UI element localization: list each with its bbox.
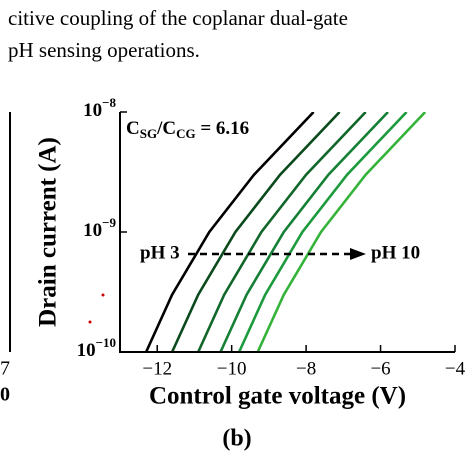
axis-frame <box>119 112 455 353</box>
x-tick-label: −4 <box>445 358 466 379</box>
y-tick-label: 10−10 <box>77 335 116 361</box>
curve <box>197 112 367 352</box>
y-tick-label: 10−8 <box>83 95 116 121</box>
caption-line: pH sensing operations. <box>8 38 200 62</box>
x-tick-label: −10 <box>217 358 247 379</box>
dot <box>88 320 92 324</box>
arrow-head <box>350 248 366 260</box>
annotation: pH 3 <box>140 242 180 263</box>
left-tick-label: 0 <box>0 384 10 406</box>
ratio-text: C <box>126 118 140 139</box>
y-tick-exponent: −10 <box>96 335 116 350</box>
curve <box>256 112 427 352</box>
y-tick-exponent: −9 <box>102 215 116 230</box>
x-tick-label: −12 <box>142 358 172 379</box>
curve <box>237 112 408 352</box>
dot <box>101 293 105 297</box>
ratio-subscript: SG <box>140 126 157 141</box>
y-tick-label: 10−9 <box>83 215 116 241</box>
curve <box>144 112 315 352</box>
ratio-subscript: CG <box>176 126 196 141</box>
panel-label: (b) <box>222 426 251 452</box>
y-tick-base: 10 <box>83 220 102 241</box>
y-tick-base: 10 <box>77 340 96 361</box>
caption-line: citive coupling of the coplanar dual-gat… <box>8 6 348 30</box>
ratio-text: = 6.16 <box>196 118 250 139</box>
x-tick-label: −8 <box>296 358 316 379</box>
curve <box>219 112 389 352</box>
y-tick-base: 10 <box>83 100 102 121</box>
ratio-label: CSG/CCG = 6.16 <box>126 118 249 141</box>
annotation: pH 10 <box>371 242 420 263</box>
curve <box>170 112 341 352</box>
ratio-text: /C <box>156 118 176 139</box>
x-tick-label: −6 <box>370 358 390 379</box>
y-tick-exponent: −8 <box>102 95 116 110</box>
left-tick-label: 7 <box>0 358 10 380</box>
x-axis-label: Control gate voltage (V) <box>149 383 406 410</box>
y-axis-label: Drain current (A) <box>35 137 62 327</box>
